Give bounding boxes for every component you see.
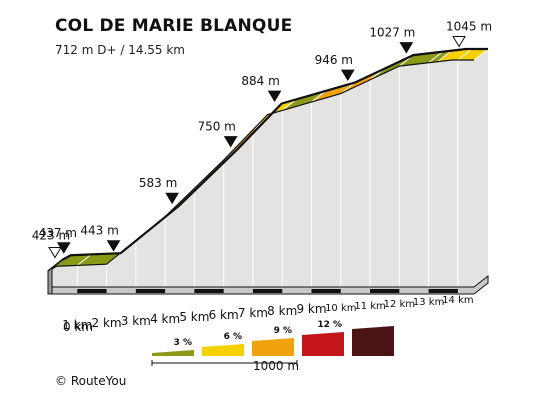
x-tick-label-5: 5 km <box>179 310 209 324</box>
x-tick-label-1: 1 km <box>62 318 92 332</box>
x-tick-label-4: 4 km <box>150 312 180 326</box>
marker-label: 423 m <box>32 229 70 243</box>
gradient-legend: 3 % 6 % 9 % 12 % 1000 m <box>151 320 394 373</box>
ruler-block <box>311 289 341 293</box>
marker-label: 946 m <box>315 53 353 67</box>
ruler-block <box>370 289 400 293</box>
x-tick-label-12: 12 km <box>384 299 415 310</box>
km-ribbon-line <box>457 48 473 61</box>
legend-swatch-lt9 <box>252 338 294 356</box>
x-tick-label-10: 10 km <box>325 303 356 314</box>
legend-swatch-gt12 <box>352 326 394 356</box>
credit-line: © RouteYou <box>55 374 127 388</box>
left-cap-face <box>47 267 53 295</box>
open-marker-icon <box>48 247 62 259</box>
marker-label: 750 m <box>197 120 235 134</box>
back-edge-line <box>61 47 488 261</box>
marker-label: 1045 m <box>446 20 492 34</box>
legend-swatch-lt12 <box>302 332 344 356</box>
marker-label: 583 m <box>139 176 177 190</box>
x-tick-label-0: 0 km <box>63 320 93 334</box>
legend-scale-label: 1000 m <box>253 359 299 373</box>
legend-label: 6 % <box>224 332 242 342</box>
km-ribbon-line <box>340 82 356 94</box>
filled-marker-icon <box>340 69 355 82</box>
x-tick-label-2: 2 km <box>92 316 122 330</box>
filled-marker-icon <box>399 42 414 54</box>
legend-label: 3 % <box>174 338 192 348</box>
filled-marker-icon <box>267 90 282 103</box>
km-ribbon-line <box>281 99 297 111</box>
legend-swatch-lt6 <box>202 344 244 356</box>
legend-label: 12 % <box>317 320 342 330</box>
legend-label: 9 % <box>274 326 292 336</box>
climb-stats: 712 m D+ / 14.55 km <box>55 43 185 57</box>
ruler-block <box>194 289 224 293</box>
x-axis: 0 km1 km 2 km 3 km 4 km 5 km 6 km 7 km 8 km 9 km… <box>62 295 473 334</box>
marker-label: 443 m <box>80 224 118 238</box>
ruler-block <box>252 289 283 293</box>
side-wall-fill <box>48 49 488 287</box>
km-ribbon-line <box>76 254 92 266</box>
x-tick-label-9: 9 km <box>296 302 326 316</box>
ruler-block <box>135 289 166 293</box>
filled-marker-icon <box>106 240 121 252</box>
page-title: COL DE MARIE BLANQUE <box>55 16 293 36</box>
filled-marker-icon <box>165 192 179 205</box>
x-tick-label-8: 8 km <box>267 304 297 318</box>
marker-label: 884 m <box>241 74 279 88</box>
profile-side-wall <box>48 49 488 287</box>
legend-swatch-lt3 <box>152 350 194 356</box>
x-tick-label-6: 6 km <box>209 308 239 322</box>
marker-label: 1027 m <box>369 26 415 40</box>
filled-marker-icon <box>56 242 71 254</box>
filled-marker-icon <box>223 136 238 148</box>
ruler-block <box>428 289 458 293</box>
km-ribbon-line <box>428 51 443 64</box>
km-ribbon-line <box>311 90 326 103</box>
profile-outline <box>47 47 489 295</box>
x-tick-label-7: 7 km <box>238 306 268 320</box>
x-tick-label-11: 11 km <box>354 301 385 312</box>
x-tick-label-13: 13 km <box>413 297 444 308</box>
x-tick-label-3: 3 km <box>121 314 151 328</box>
x-tick-label-14: 14 km <box>442 295 473 306</box>
open-marker-icon <box>452 36 466 48</box>
front-edge-line <box>47 59 474 272</box>
marker-label: 437 m <box>39 226 77 240</box>
ruler-block <box>77 289 107 293</box>
